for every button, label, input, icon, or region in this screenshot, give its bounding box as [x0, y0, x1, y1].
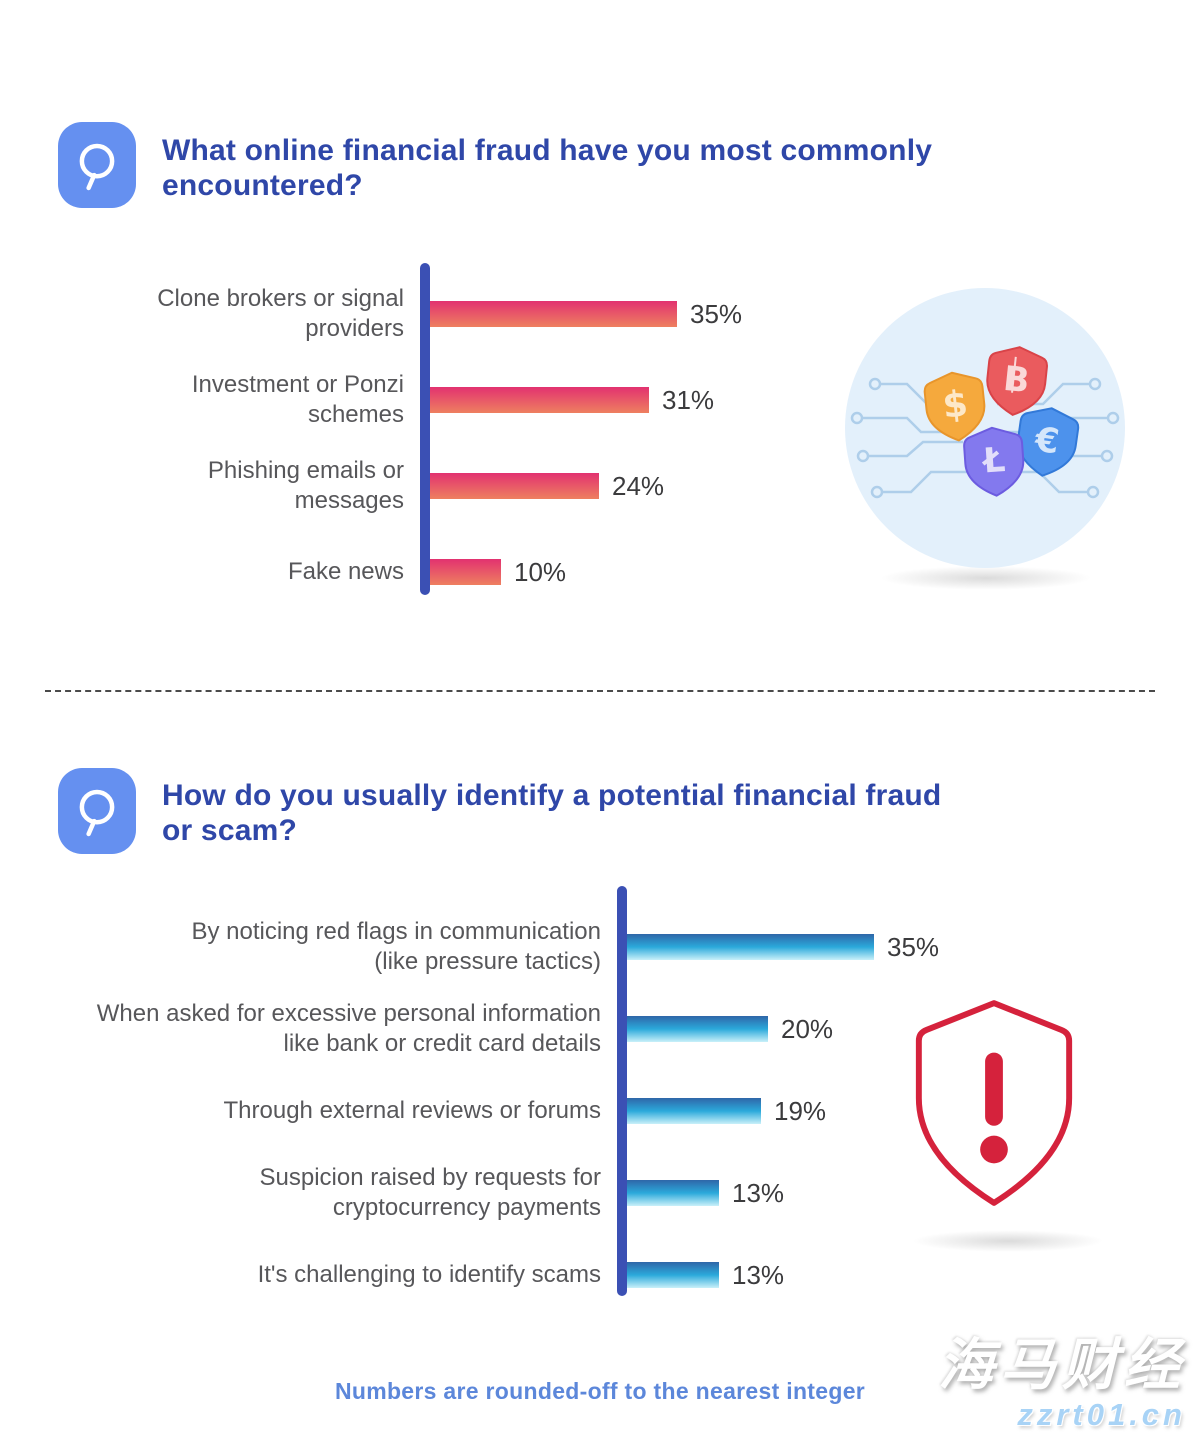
- bar-value: 20%: [781, 1013, 834, 1044]
- alert-shield-icon: [915, 1000, 1073, 1206]
- euro-shield-icon: €: [1017, 407, 1080, 477]
- bar-row: It's challenging to identify scams 13%: [60, 1234, 940, 1316]
- bar-label: Clone brokers or signal providers: [157, 285, 404, 342]
- magnifier-q-icon: [79, 143, 115, 191]
- bar-value: 13%: [732, 1177, 785, 1208]
- section-divider: [45, 690, 1155, 692]
- bar: [627, 934, 874, 960]
- bar-label: By noticing red flags in communication (…: [191, 918, 601, 975]
- bar-value: 10%: [514, 556, 567, 587]
- bar-label: Fake news: [287, 558, 404, 585]
- question-2-icon: [58, 768, 136, 854]
- bar-label: Investment or Ponzi schemes: [191, 371, 404, 428]
- question-1-title: What online financial fraud have you mos…: [162, 134, 933, 202]
- dollar-shield-icon: $: [923, 371, 986, 442]
- bar-label: It's challenging to identify scams: [257, 1261, 601, 1288]
- bar-value: 19%: [774, 1095, 827, 1126]
- question-2-title: How do you usually identify a potential …: [162, 779, 942, 847]
- chart-rows: By noticing red flags in communication (…: [60, 880, 940, 1316]
- bar-row: Fake news 10%: [70, 529, 830, 615]
- bar: [430, 559, 501, 585]
- chart-axis: [420, 263, 430, 595]
- fraud-types-chart: Clone brokers or signal providers 35% Inve…: [70, 255, 830, 607]
- fraud-identification-chart: By noticing red flags in communication (…: [60, 880, 940, 1304]
- bar-value: 13%: [732, 1259, 785, 1290]
- chart-rows: Clone brokers or signal providers 35% Inve…: [70, 255, 830, 615]
- bar-label: Through external reviews or forums: [223, 1097, 601, 1124]
- bar-row: Phishing emails or messages 24%: [70, 443, 830, 529]
- svg-text:€: €: [1032, 419, 1062, 462]
- watermark: 海马财经 zzrt01.cn: [938, 1333, 1186, 1432]
- bar: [430, 301, 677, 327]
- watermark-brand: 海马财经: [938, 1333, 1186, 1396]
- question-1-icon: [58, 122, 136, 208]
- bar-row: When asked for excessive personal inform…: [60, 988, 940, 1070]
- bar-row: Suspicion raised by requests for cryptoc…: [60, 1152, 940, 1234]
- bar-row: By noticing red flags in communication (…: [60, 906, 940, 988]
- bar: [627, 1098, 761, 1124]
- bar-value: 35%: [887, 931, 940, 962]
- bar-row: Investment or Ponzi schemes 31%: [70, 357, 830, 443]
- bar-value: 31%: [662, 384, 715, 415]
- bar: [430, 387, 649, 413]
- bar: [627, 1262, 719, 1288]
- svg-text:$: $: [941, 383, 970, 426]
- bar-label: When asked for excessive personal inform…: [96, 1000, 601, 1057]
- fintech-currency-shields-illustration: $ B € Ł: [845, 288, 1125, 568]
- litecoin-shield-icon: Ł: [963, 426, 1025, 497]
- footer-note: Numbers are rounded-off to the nearest i…: [334, 1378, 866, 1404]
- svg-text:Ł: Ł: [980, 440, 1007, 482]
- bar-row: Through external reviews or forums 19%: [60, 1070, 940, 1152]
- illustration-shadow: [912, 1230, 1104, 1252]
- bar: [430, 473, 599, 499]
- svg-text:B: B: [1001, 359, 1031, 401]
- watermark-url: zzrt01.cn: [1017, 1396, 1186, 1432]
- bar: [627, 1180, 719, 1206]
- bar-row: Clone brokers or signal providers 35%: [70, 271, 830, 357]
- magnifier-q-icon: [79, 789, 115, 837]
- bar-label: Suspicion raised by requests for cryptoc…: [259, 1164, 601, 1221]
- bar: [627, 1016, 768, 1042]
- chart-axis: [617, 886, 627, 1296]
- illustration-shadow: [880, 566, 1092, 590]
- bar-value: 35%: [690, 298, 743, 329]
- bitcoin-shield-icon: B: [986, 346, 1048, 416]
- bar-label: Phishing emails or messages: [207, 457, 404, 514]
- bar-value: 24%: [612, 470, 665, 501]
